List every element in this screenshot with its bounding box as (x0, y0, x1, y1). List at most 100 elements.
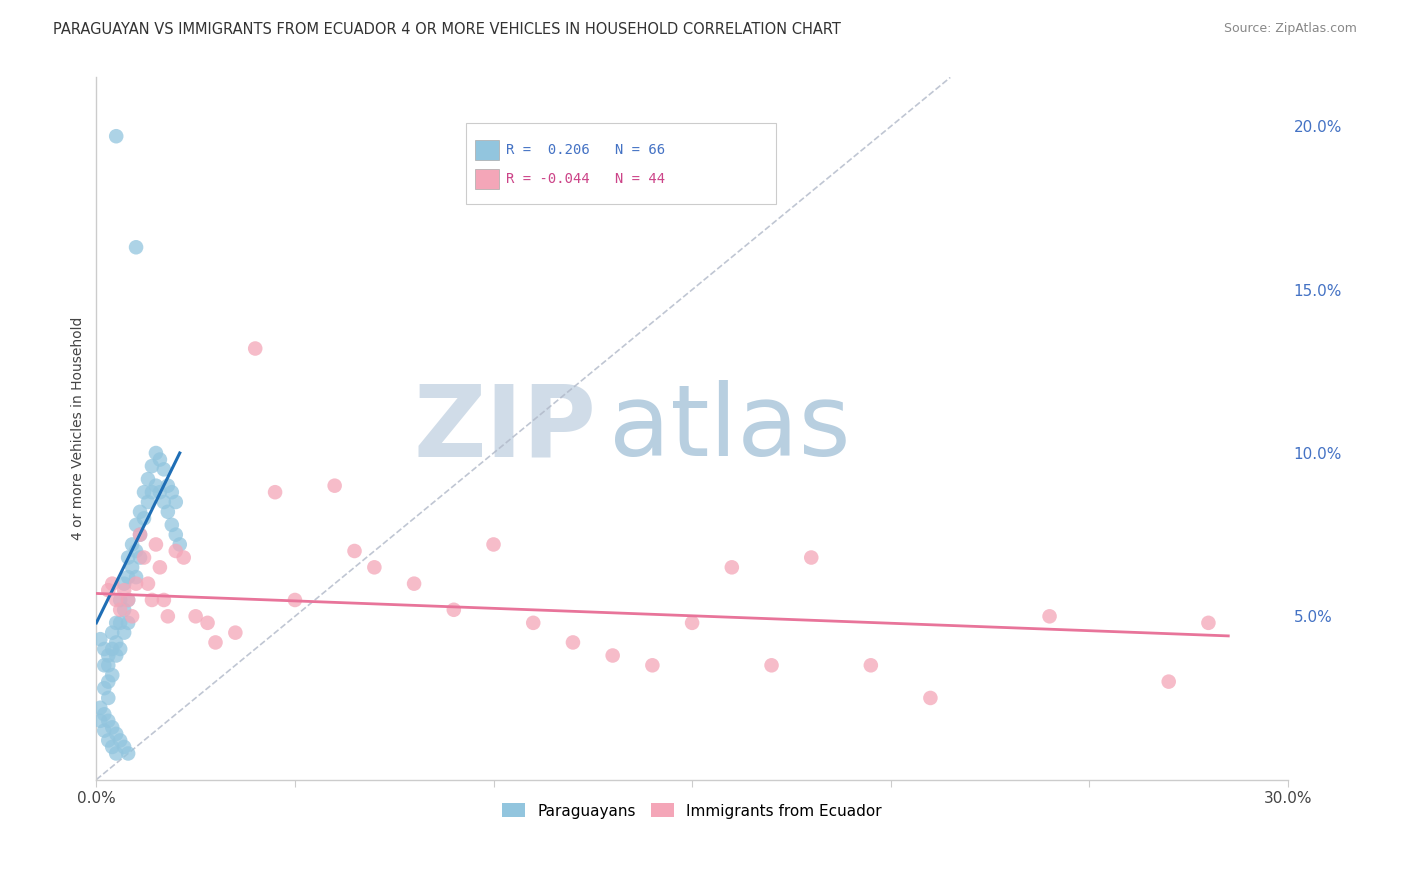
Point (105, 129, 128, 144)
Point (160, 517, 183, 532)
Point (93, 642, 115, 657)
Point (141, 485, 163, 500)
Point (101, 625, 124, 640)
Point (112, 625, 135, 640)
Point (136, 576, 159, 591)
Point (117, 593, 139, 607)
Point (129, 505, 152, 519)
Point (101, 739, 124, 754)
Point (136, 472, 159, 486)
Point (720, 560, 742, 574)
Point (145, 537, 167, 551)
Point (121, 560, 143, 574)
Text: atlas: atlas (609, 380, 851, 477)
Point (136, 495, 159, 509)
Point (129, 527, 152, 541)
Point (105, 593, 128, 607)
Point (245, 342, 267, 356)
Point (97, 690, 120, 705)
Point (132, 550, 155, 565)
Text: R = -0.044   N = 44: R = -0.044 N = 44 (506, 172, 665, 186)
Point (153, 593, 176, 607)
Point (141, 593, 163, 607)
Point (97, 658, 120, 673)
Point (125, 544, 148, 558)
Text: PARAGUAYAN VS IMMIGRANTS FROM ECUADOR 4 OR MORE VEHICLES IN HOUSEHOLD CORRELATIO: PARAGUAYAN VS IMMIGRANTS FROM ECUADOR 4 … (53, 22, 841, 37)
Point (132, 511, 155, 525)
Point (89, 700, 111, 714)
Point (93, 681, 115, 695)
Point (1197, 615, 1219, 630)
Point (1038, 609, 1060, 624)
Point (93, 723, 115, 738)
Point (93, 658, 115, 673)
Point (363, 560, 385, 574)
Point (204, 635, 226, 649)
Point (173, 550, 195, 565)
Point (165, 544, 187, 558)
Point (1157, 674, 1180, 689)
Point (112, 576, 135, 591)
Point (108, 603, 131, 617)
Point (149, 560, 172, 574)
Point (149, 485, 172, 500)
Point (101, 668, 124, 682)
Point (125, 576, 148, 591)
Point (641, 658, 664, 673)
Point (112, 583, 135, 598)
Point (562, 635, 585, 649)
Point (522, 615, 544, 630)
Text: R =  0.206   N = 66: R = 0.206 N = 66 (506, 143, 665, 157)
Point (149, 452, 172, 467)
Point (97, 583, 120, 598)
Point (89, 714, 111, 728)
Point (343, 544, 366, 558)
Bar (475, 169, 499, 189)
FancyBboxPatch shape (465, 123, 776, 204)
Point (160, 485, 183, 500)
Point (197, 615, 219, 630)
Point (284, 593, 307, 607)
Point (101, 642, 124, 657)
Point (224, 625, 246, 640)
Point (169, 537, 191, 551)
Point (184, 609, 207, 624)
Point (117, 747, 139, 761)
Point (153, 462, 176, 476)
Point (112, 739, 135, 754)
Point (117, 615, 139, 630)
Legend: Paraguayans, Immigrants from Ecuador: Paraguayans, Immigrants from Ecuador (496, 797, 889, 824)
Text: Source: ZipAtlas.com: Source: ZipAtlas.com (1223, 22, 1357, 36)
Point (125, 240, 148, 254)
Point (129, 550, 152, 565)
Point (800, 550, 823, 565)
Point (132, 485, 155, 500)
Point (156, 478, 179, 492)
Point (108, 615, 131, 630)
Point (125, 517, 148, 532)
Point (108, 642, 131, 657)
Point (761, 658, 783, 673)
Point (165, 527, 187, 541)
Point (108, 733, 131, 747)
Point (108, 593, 131, 607)
Point (105, 615, 128, 630)
Point (404, 576, 426, 591)
Point (117, 570, 139, 584)
Point (153, 495, 176, 509)
Point (920, 690, 942, 705)
Point (121, 537, 143, 551)
Point (89, 632, 111, 647)
Text: ZIP: ZIP (413, 380, 596, 477)
Point (129, 527, 152, 541)
Point (125, 570, 148, 584)
Bar (475, 140, 499, 160)
Point (93, 707, 115, 722)
Point (117, 593, 139, 607)
Point (145, 478, 167, 492)
Point (602, 648, 624, 663)
Point (482, 537, 505, 551)
Point (117, 550, 139, 565)
Point (264, 485, 287, 500)
Point (121, 609, 143, 624)
